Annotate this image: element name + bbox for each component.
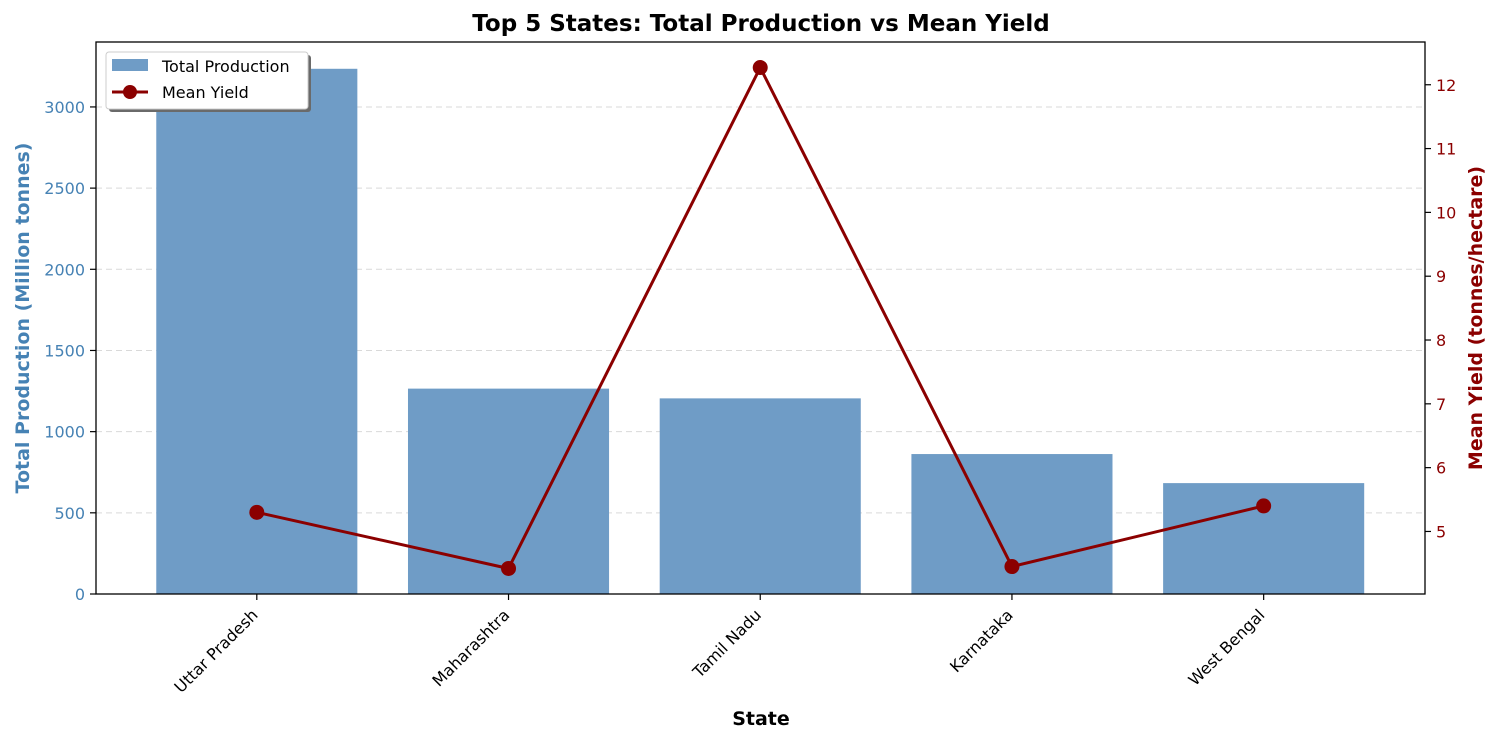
yield-point xyxy=(249,504,265,520)
left-tick-label: 2500 xyxy=(44,179,85,198)
x-tick-label: Karnataka xyxy=(946,605,1017,676)
yield-line xyxy=(249,60,1272,576)
legend-bar-swatch xyxy=(112,59,148,71)
left-tick-label: 2000 xyxy=(44,260,85,279)
yield-point xyxy=(501,560,517,576)
right-tick-label: 7 xyxy=(1436,395,1446,414)
legend-line-marker xyxy=(123,85,137,99)
right-axis-label: Mean Yield (tonnes/hectare) xyxy=(1465,166,1487,470)
x-tick-label: Maharashtra xyxy=(428,605,513,690)
legend: Total Production Mean Yield xyxy=(105,51,311,112)
x-tick-label: Tamil Nadu xyxy=(688,605,765,682)
legend-label-yield: Mean Yield xyxy=(162,83,249,102)
left-tick-label: 3000 xyxy=(44,98,85,117)
chart-title: Top 5 States: Total Production vs Mean Y… xyxy=(472,11,1049,37)
left-axis-label: Total Production (Million tonnes) xyxy=(12,143,34,494)
x-axis-label: State xyxy=(732,708,790,730)
right-tick-label: 9 xyxy=(1436,267,1446,286)
left-tick-label: 0 xyxy=(75,585,85,604)
x-tick-label: Uttar Pradesh xyxy=(170,605,261,696)
left-tick-label: 500 xyxy=(54,504,85,523)
legend-label-production: Total Production xyxy=(161,57,290,76)
bars xyxy=(156,68,1365,595)
legend-box xyxy=(105,51,309,110)
left-tick-label: 1500 xyxy=(44,341,85,360)
bar xyxy=(407,388,610,594)
right-tick-label: 8 xyxy=(1436,331,1446,350)
right-axis: 5 6 7 8 9 10 11 12 xyxy=(1425,76,1456,541)
x-tick-label: West Bengal xyxy=(1184,605,1268,689)
yield-point xyxy=(1004,559,1020,575)
yield-point xyxy=(752,60,768,76)
yield-point xyxy=(1256,498,1272,514)
bar xyxy=(659,398,861,594)
right-tick-label: 10 xyxy=(1436,203,1456,222)
right-tick-label: 5 xyxy=(1436,522,1446,541)
right-tick-label: 12 xyxy=(1436,76,1456,95)
right-tick-label: 11 xyxy=(1436,140,1456,159)
left-axis: 0 500 1000 1500 2000 2500 3000 xyxy=(44,98,96,604)
x-axis: Uttar Pradesh Maharashtra Tamil Nadu Karnat… xyxy=(170,594,1268,697)
right-tick-label: 6 xyxy=(1436,459,1446,478)
left-tick-label: 1000 xyxy=(44,423,85,442)
